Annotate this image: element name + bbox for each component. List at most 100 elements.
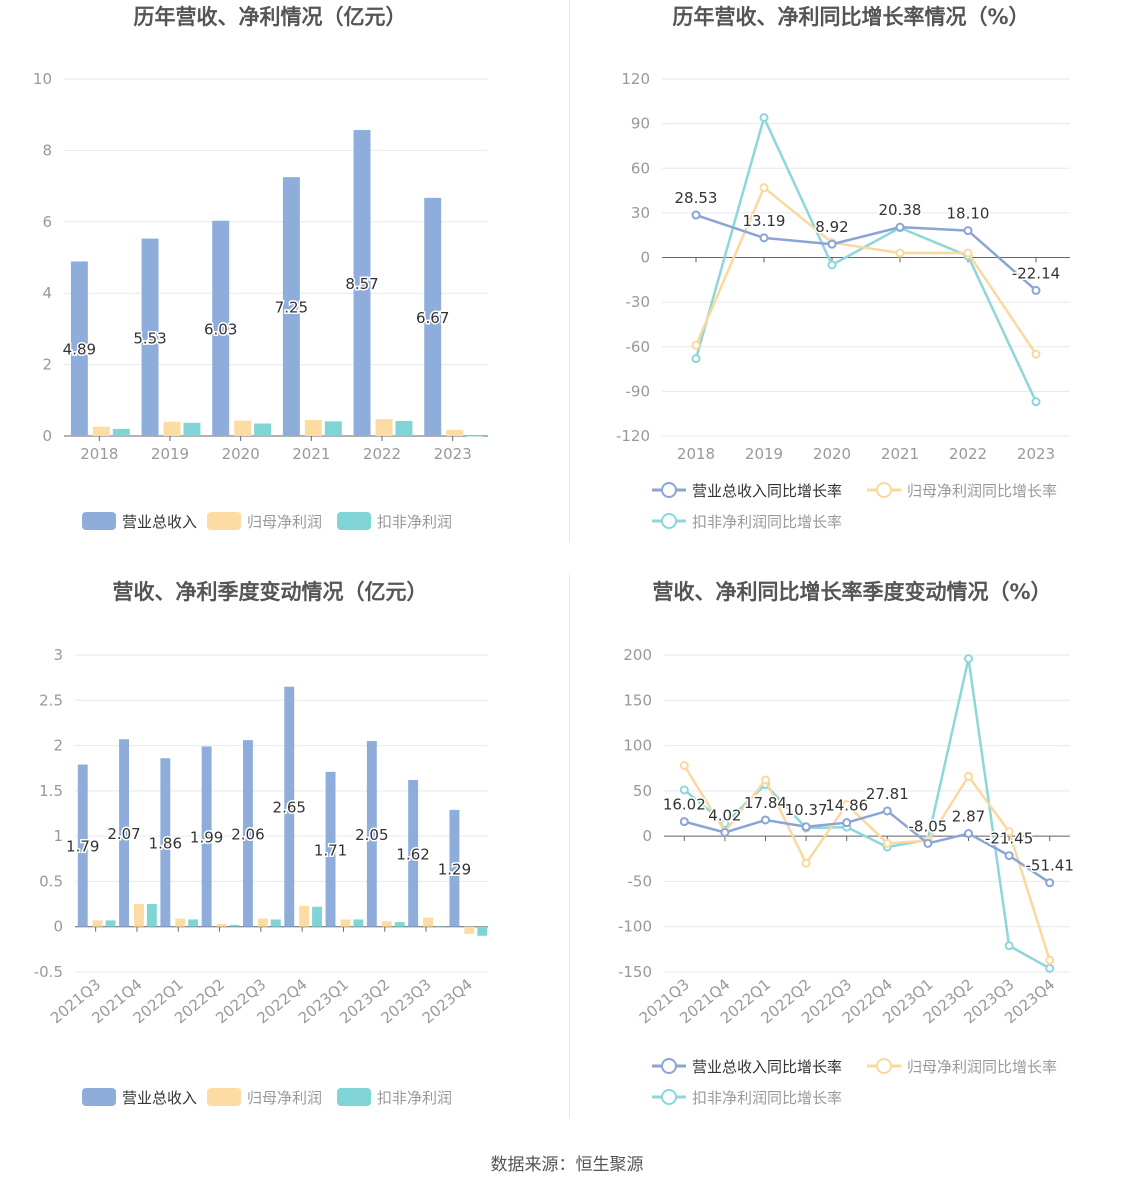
legend-marker [876,1058,892,1074]
y-tick-label: 2 [53,737,63,755]
legend-label: 扣非净利润 [377,1089,452,1107]
bar-value-label: 1.62 [396,845,429,863]
x-tick-label: 2021 [881,445,919,463]
x-tick-label: 2023 [434,445,472,463]
line-value-label: 20.38 [879,201,922,219]
bar-营业总收入 [212,220,230,436]
bar-value-label: 1.29 [438,860,471,878]
y-tick-label: -90 [626,382,651,400]
bar-扣非净利润 [270,919,281,927]
line-value-label: 27.81 [866,785,909,803]
line-value-label: -22.14 [1012,264,1060,282]
point-扣非净利润同比增长率 [679,785,689,795]
chart-title: 营收、净利同比增长率季度变动情况（%） [652,580,1051,604]
line-value-label: -8.05 [908,817,947,835]
point-营业总收入同比增长率 [761,815,770,825]
bar-营业总收入 [449,809,460,927]
line-value-label: -21.45 [985,830,1033,848]
bar-扣非净利润 [254,423,272,436]
legend-label: 营业总收入同比增长率 [692,1058,842,1076]
y-tick-label: 3 [53,646,63,664]
legend-marker [876,482,892,498]
point-营业总收入同比增长率 [720,828,730,838]
bar-value-label: 6.67 [416,309,449,327]
bar-value-label: 2.06 [231,825,264,843]
point-扣非净利润同比增长率 [720,818,730,828]
y-tick-label: -150 [618,963,652,981]
annual-growth-svg: 历年营收、净利同比增长率情况（%） -120 -90 -60 -30 0 30 60 90 120… [616,5,1070,531]
bar-value-label: 2.05 [355,826,388,844]
legend-marker [661,482,677,498]
y-tick-label: 1.5 [39,782,63,800]
line-营业总收入同比增长率 [683,809,1051,884]
line-value-label: 28.53 [675,189,718,207]
line-归母净利润同比增长率 [694,185,1038,355]
point-归母净利润同比增长率 [759,183,769,193]
bar-扣非净利润 [466,436,484,437]
point-扣非净利润同比增长率 [827,260,837,270]
y-tick-label: -0.5 [34,963,63,981]
point-归母净利润同比增长率 [1045,955,1055,965]
y-tick-label: 2 [42,356,52,374]
legend-swatch [337,512,371,530]
legend-label: 扣非净利润同比增长率 [692,1089,842,1107]
x-tick-label: 2019 [151,445,189,463]
bar-营业总收入 [77,764,88,927]
data-source-note: 数据来源：恒生聚源 [490,1155,644,1175]
point-营业总收入同比增长率 [1031,285,1041,295]
y-tick-label: 90 [631,115,650,133]
bar-归母净利润 [92,920,103,927]
bar-营业总收入 [70,261,88,436]
y-tick-label: 10 [33,70,52,88]
y-tick-label: -60 [626,338,651,356]
line-value-label: 10.37 [785,801,828,819]
bar-value-label: 5.53 [133,329,166,347]
legend-swatch [207,1088,241,1106]
y-tick-label: 0 [53,918,63,936]
bar-扣非净利润 [312,906,323,927]
line-value-label: 16.02 [663,796,706,814]
bar-value-label: 2.65 [273,799,306,817]
bar-营业总收入 [424,197,442,436]
point-扣非净利润同比增长率 [691,354,701,364]
point-营业总收入同比增长率 [895,222,905,232]
bar-营业总收入 [282,177,300,437]
legend-label: 营业总收入 [122,513,197,531]
bar-营业总收入 [353,130,371,436]
bar-归母净利润 [381,921,392,927]
legend-label: 扣非净利润 [377,513,452,531]
point-营业总收入同比增长率 [691,210,701,220]
bar-扣非净利润 [395,421,413,436]
legend-label: 归母净利润同比增长率 [907,1058,1057,1076]
line-营业总收入同比增长率 [695,213,1037,292]
chart-title: 历年营收、净利同比增长率情况（%） [672,5,1029,29]
bar-营业总收入 [242,740,253,927]
bar-归母净利润 [464,926,475,934]
point-扣非净利润同比增长率 [759,113,769,123]
column-divider-top [569,0,570,542]
y-tick-label: 60 [631,159,650,177]
bar-归母净利润 [175,918,186,927]
x-tick-label: 2019 [745,445,783,463]
bar-营业总收入 [408,779,419,927]
bar-归母净利润 [304,419,322,436]
quarterly-amounts-chart: 营收、净利季度变动情况（亿元） -0.5 0 0.5 1 1.5 2 2.5 3 2021Q3 20… [0,575,567,1130]
point-归母净利润同比增长率 [964,771,973,781]
point-归母净利润同比增长率 [679,760,689,770]
legend-swatch [82,512,116,530]
y-tick-label: 6 [42,213,52,231]
y-tick-label: 8 [42,141,52,159]
line-归母净利润同比增长率 [683,764,1051,961]
y-tick-label: -30 [626,293,651,311]
point-归母净利润同比增长率 [691,340,701,350]
x-tick-label: 2022 [363,445,401,463]
y-tick-label: 50 [633,782,652,800]
point-扣非净利润同比增长率 [1045,963,1055,973]
legend-label: 归母净利润同比增长率 [907,482,1057,500]
line-value-label: 4.02 [708,807,741,825]
bar-营业总收入 [201,746,212,927]
y-tick-label: 1 [53,827,63,845]
point-归母净利润同比增长率 [761,775,770,785]
point-归母净利润同比增长率 [1004,827,1014,837]
line-扣非净利润同比增长率 [694,114,1038,403]
